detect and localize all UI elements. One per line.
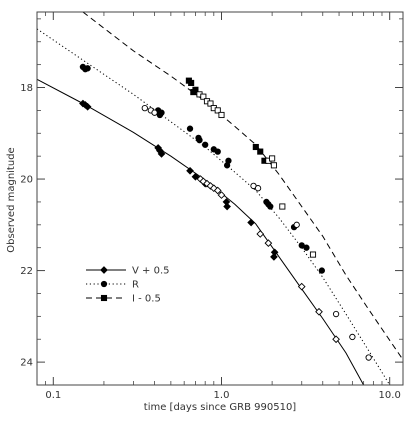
open-point-series-1 xyxy=(203,179,211,188)
data-point-series-3 xyxy=(252,143,259,151)
legend-marker-series-2 xyxy=(100,280,108,288)
x-axis-label: time [days since GRB 990510] xyxy=(144,402,297,413)
y-axis-label: Observed magnitude xyxy=(6,147,17,252)
open-point-series-2 xyxy=(293,221,300,228)
axis-ticks: 0.1 1.0 10.0 18 20 22 24 xyxy=(20,12,403,401)
legend-label-series-1: V + 0.5 xyxy=(132,266,169,277)
data-point-series-2 xyxy=(303,244,310,251)
data-point-series-2 xyxy=(186,125,194,132)
data-point-series-2 xyxy=(214,148,221,155)
open-point-series-3 xyxy=(269,155,276,162)
open-point-series-3 xyxy=(214,107,221,114)
data-point-series-1 xyxy=(270,248,279,257)
y-tick-label: 18 xyxy=(20,83,33,94)
open-point-series-1 xyxy=(256,230,265,238)
open-point-series-3 xyxy=(279,203,286,210)
open-point-series-3 xyxy=(270,162,277,169)
legend-marker-series-1 xyxy=(100,266,108,274)
open-point-series-1 xyxy=(297,282,306,291)
data-point-series-2 xyxy=(196,136,203,144)
data-point-series-3 xyxy=(188,79,195,86)
model-curves xyxy=(37,12,403,385)
open-point-series-2 xyxy=(365,354,372,361)
x-tick-label: 1.0 xyxy=(214,390,230,401)
legend: V + 0.5 R I - 0.5 xyxy=(86,266,169,305)
data-point-series-2 xyxy=(318,267,325,274)
open-point-series-2 xyxy=(254,185,262,192)
y-tick-label: 24 xyxy=(20,358,33,369)
open-point-series-3 xyxy=(218,111,225,119)
open-point-series-1 xyxy=(315,307,323,316)
x-tick-label: 0.1 xyxy=(45,390,61,401)
data-point-series-1 xyxy=(186,166,194,175)
open-point-series-1 xyxy=(332,335,340,344)
open-point-series-3 xyxy=(309,251,317,258)
data-point-series-1 xyxy=(270,253,278,261)
data-point-series-1 xyxy=(247,218,255,227)
data-point-series-1 xyxy=(157,150,166,158)
y-tick-label: 22 xyxy=(20,266,33,277)
data-point-series-1 xyxy=(191,172,200,181)
y-tick-label: 20 xyxy=(20,175,33,186)
data-point-series-1 xyxy=(83,102,92,111)
open-point-series-1 xyxy=(213,186,222,195)
data-point-series-2 xyxy=(84,65,91,72)
model-curve-series-1 xyxy=(37,78,365,385)
open-point-series-1 xyxy=(209,184,218,193)
open-point-series-2 xyxy=(151,109,158,116)
legend-label-series-3: I - 0.5 xyxy=(132,294,161,305)
open-point-series-3 xyxy=(200,93,207,100)
legend-label-series-2: R xyxy=(132,280,139,291)
legend-marker-series-3 xyxy=(100,294,108,302)
open-point-series-3 xyxy=(207,100,214,107)
data-point-series-2 xyxy=(267,203,274,210)
x-tick-label: 10.0 xyxy=(379,390,401,401)
data-point-series-2 xyxy=(225,157,232,164)
open-point-series-2 xyxy=(349,333,356,341)
open-point-series-1 xyxy=(217,191,226,199)
data-point-series-3 xyxy=(257,148,264,155)
plot-frame xyxy=(36,11,404,386)
data-point-series-1 xyxy=(223,202,231,211)
open-point-series-2 xyxy=(141,104,148,112)
model-curve-series-3 xyxy=(82,12,403,361)
data-points xyxy=(79,63,372,361)
open-point-series-2 xyxy=(332,310,340,318)
open-point-series-1 xyxy=(264,239,273,247)
data-point-series-3 xyxy=(192,86,199,93)
data-point-series-2 xyxy=(202,141,209,148)
data-point-series-2 xyxy=(158,109,165,116)
